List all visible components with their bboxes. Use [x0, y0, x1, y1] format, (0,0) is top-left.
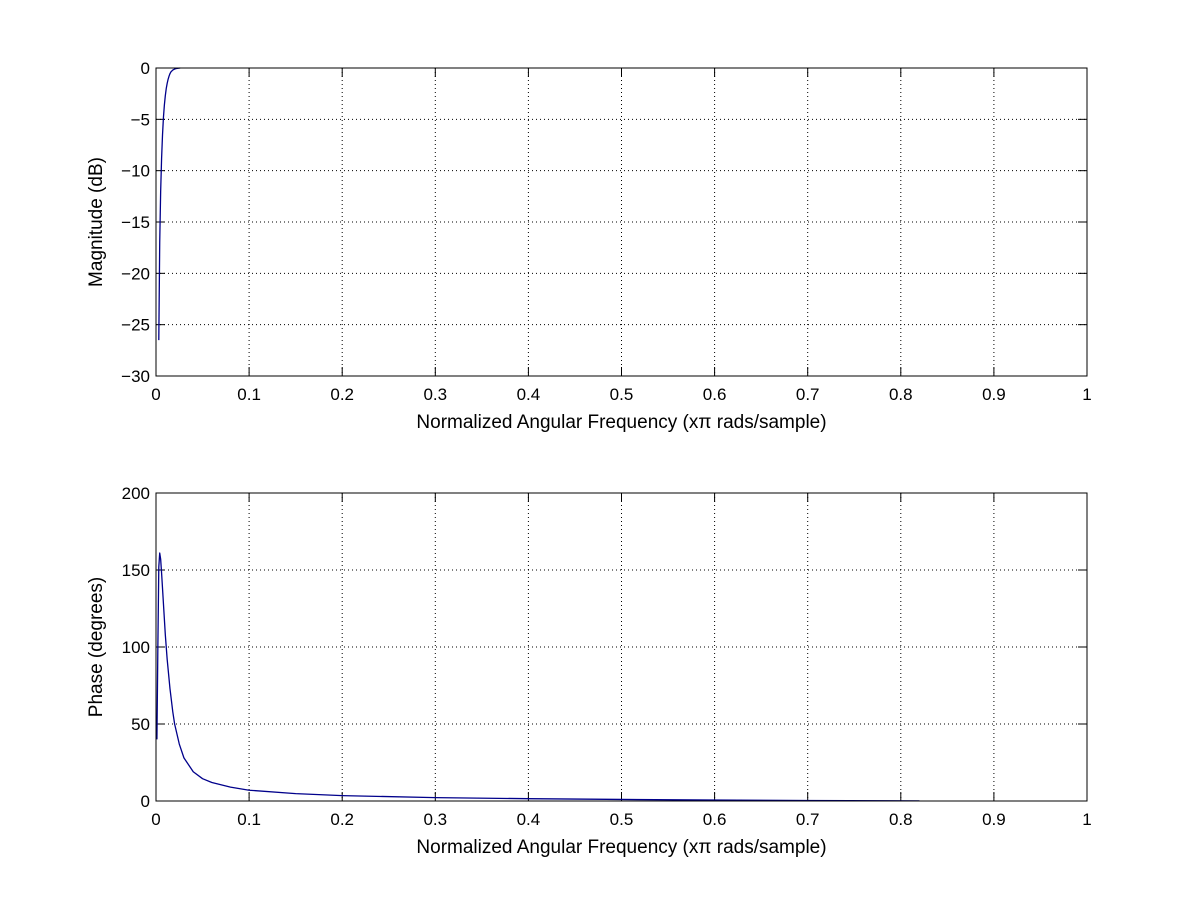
phase-y-tick-label: 0	[141, 792, 150, 811]
phase-x-tick-label: 1	[1082, 810, 1091, 829]
magnitude-x-axis-label: Normalized Angular Frequency (xπ rads/sa…	[416, 412, 826, 433]
phase-x-tick-label: 0	[151, 810, 160, 829]
magnitude-y-tick-label: 0	[141, 59, 150, 78]
magnitude-series-line	[158, 67, 181, 341]
magnitude-plot-area	[156, 68, 1087, 376]
magnitude-y-axis-label: Magnitude (dB)	[86, 157, 107, 287]
magnitude-y-tick-label: −10	[121, 162, 150, 181]
magnitude-x-tick-label: 0.7	[796, 385, 820, 404]
magnitude-x-tick-label: 0.6	[703, 385, 727, 404]
magnitude-x-tick-label: 0.4	[517, 385, 541, 404]
magnitude-x-tick-label: 0.3	[423, 385, 447, 404]
magnitude-x-tick-label: 0.1	[237, 385, 261, 404]
magnitude-y-tick-label: −5	[131, 110, 150, 129]
phase-plot-area	[156, 493, 1087, 801]
phase-x-axis-label: Normalized Angular Frequency (xπ rads/sa…	[416, 837, 826, 858]
magnitude-y-tick-label: −25	[121, 316, 150, 335]
phase-x-tick-label: 0.1	[237, 810, 261, 829]
phase-y-tick-label: 150	[122, 561, 150, 580]
magnitude-axes-box	[155, 67, 1088, 377]
magnitude-y-tick-label: −20	[121, 264, 150, 283]
magnitude-x-tick-label: 0.8	[889, 385, 913, 404]
phase-x-tick-label: 0.5	[610, 810, 634, 829]
phase-x-tick-label: 0.4	[517, 810, 541, 829]
phase-series-line	[156, 552, 920, 802]
phase-x-tick-label: 0.9	[982, 810, 1006, 829]
phase-y-tick-label: 200	[122, 484, 150, 503]
magnitude-y-tick-label: −15	[121, 213, 150, 232]
magnitude-x-tick-label: 1	[1082, 385, 1091, 404]
phase-y-tick-label: 100	[122, 638, 150, 657]
magnitude-y-tick-label: −30	[121, 367, 150, 386]
phase-x-tick-label: 0.6	[703, 810, 727, 829]
phase-x-tick-label: 0.3	[423, 810, 447, 829]
phase-y-axis-label: Phase (degrees)	[86, 577, 107, 717]
magnitude-plot: 0 0.1 0.2 0.3 0.4 0.5 0.6 0.7 0.8 0.9 1 0 −5 −10 −15 −2…	[86, 59, 1092, 433]
phase-plot: 0 0.1 0.2 0.3 0.4 0.5 0.6 0.7 0.8 0.9 1 0 50 100 150 20…	[86, 484, 1092, 858]
magnitude-x-tick-label: 0.9	[982, 385, 1006, 404]
phase-x-tick-label: 0.2	[330, 810, 354, 829]
magnitude-x-tick-label: 0	[151, 385, 160, 404]
phase-x-tick-label: 0.8	[889, 810, 913, 829]
phase-axes-box	[155, 492, 1088, 802]
phase-x-tick-label: 0.7	[796, 810, 820, 829]
magnitude-x-tick-label: 0.5	[610, 385, 634, 404]
magnitude-x-tick-label: 0.2	[330, 385, 354, 404]
phase-y-tick-label: 50	[131, 715, 150, 734]
